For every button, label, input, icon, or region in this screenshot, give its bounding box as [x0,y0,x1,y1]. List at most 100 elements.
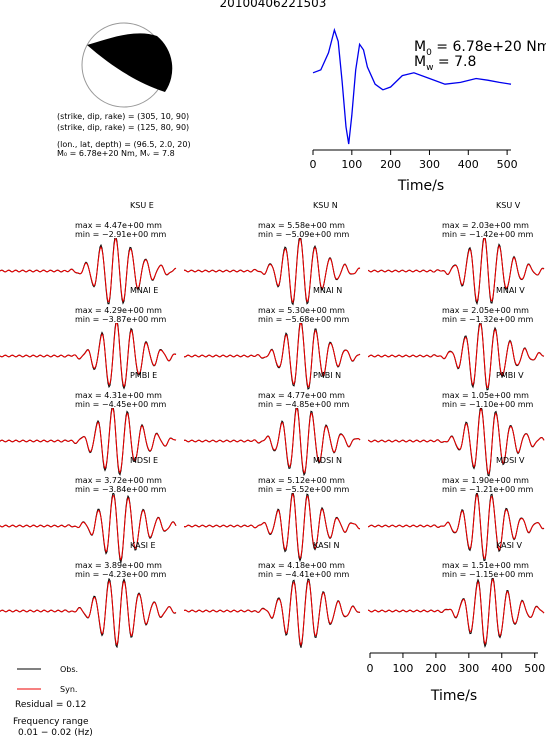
bottom-tick-label: 200 [425,662,446,675]
min-amplitude-ksu-v: min = −1.42e+00 mm [442,230,534,239]
observed-trace-kasi-v [368,578,545,648]
waveform-pmbi-e [0,408,177,476]
station-label-mnai-v: MNAI V [496,286,525,295]
synthetic-trace-pmbi-n [184,408,361,474]
waveform-ksu-v [368,238,545,306]
max-amplitude-mdsi-v: max = 1.90e+00 mm [442,476,529,485]
synthetic-trace-pmbi-v [368,408,545,475]
max-amplitude-pmbi-v: max = 1.05e+00 mm [442,391,529,400]
legend [17,668,41,690]
min-amplitude-kasi-v: min = −1.15e+00 mm [442,570,534,579]
station-label-mdsi-e: MDSI E [130,456,159,465]
synthetic-trace-kasi-e [0,580,177,647]
max-amplitude-mnai-v: max = 2.05e+00 mm [442,306,529,315]
min-amplitude-kasi-e: min = −4.23e+00 mm [75,570,167,579]
bottom-x-label: Time/s [430,688,477,704]
waveform-mnai-n [184,323,361,390]
stf-x-ticks: 0 100 200 300 400 500 [310,150,518,171]
station-label-pmbi-e: PMBI E [130,371,158,380]
bottom-tick-label: 100 [392,662,413,675]
station-label-ksu-v: KSU V [496,201,521,210]
synthetic-trace-mdsi-n [184,493,360,560]
min-amplitude-mdsi-n: min = −5.52e+00 mm [258,485,350,494]
max-amplitude-ksu-v: max = 2.03e+00 mm [442,221,529,230]
synthetic-trace-kasi-v [368,578,545,646]
stf-tick-label: 200 [380,158,401,171]
min-amplitude-mdsi-e: min = −3.84e+00 mm [75,485,167,494]
m0-subscript: 0 [426,47,432,58]
max-amplitude-mnai-n: max = 5.30e+00 mm [258,306,345,315]
station-label-mnai-n: MNAI N [313,286,343,295]
max-amplitude-kasi-v: max = 1.51e+00 mm [442,561,529,570]
residual-text: Residual = 0.12 [15,700,87,710]
observed-trace-kasi-n [184,578,361,648]
max-amplitude-kasi-e: max = 3.89e+00 mm [75,561,162,570]
waveform-ksu-e [0,238,177,305]
synthetic-trace-pmbi-e [0,408,177,474]
min-amplitude-mdsi-v: min = −1.21e+00 mm [442,485,534,494]
min-amplitude-mnai-n: min = −5.68e+00 mm [258,315,350,324]
stf-m0-text: M0 = 6.78e+20 Nm [414,40,546,61]
frequency-range-label: Frequency range [13,717,89,727]
focal-line-4: M₀ = 6.78e+20 Nm, Mᵥ = 7.8 [57,149,175,158]
synthetic-trace-ksu-n [184,238,361,304]
station-label-mdsi-v: MDSI V [496,456,525,465]
min-amplitude-mnai-e: min = −3.87e+00 mm [75,315,167,324]
waveform-mdsi-n [184,493,361,563]
min-amplitude-pmbi-n: min = −4.85e+00 mm [258,400,350,409]
stf-x-label: Time/s [397,178,444,194]
station-label-pmbi-v: PMBI V [496,371,524,380]
min-amplitude-mnai-v: min = −1.32e+00 mm [442,315,534,324]
stf-tick-label: 0 [310,158,317,171]
min-amplitude-pmbi-v: min = −1.10e+00 mm [442,400,534,409]
frequency-range-value: 0.01 − 0.02 (Hz) [18,728,93,738]
min-amplitude-ksu-e: min = −2.91e+00 mm [75,230,167,239]
station-label-mdsi-n: MDSI N [313,456,343,465]
station-label-mnai-e: MNAI E [130,286,159,295]
station-label-kasi-v: KASI V [496,541,523,550]
station-label-kasi-n: KASI N [313,541,340,550]
source-time-function-plot: 0 100 200 300 400 500 Time/s [310,27,518,194]
mw-subscript: w [426,62,434,73]
waveform-pmbi-n [184,408,361,477]
synthetic-trace-mnai-n [184,323,361,388]
focal-line-3: (lon., lat, depth) = (96.5, 2.0, 20) [57,140,191,149]
stf-tick-label: 500 [497,158,518,171]
max-amplitude-mnai-e: max = 4.29e+00 mm [75,306,162,315]
waveform-mdsi-v [368,493,545,562]
synthetic-trace-ksu-v [368,238,545,303]
bottom-tick-label: 400 [491,662,512,675]
max-amplitude-pmbi-n: max = 4.77e+00 mm [258,391,345,400]
mw-symbol: M [414,54,427,70]
waveform-mnai-e [0,323,177,390]
waveform-pmbi-v [368,408,545,477]
focal-line-2: (strike, dip, rake) = (125, 80, 90) [57,123,190,132]
waveform-kasi-e [0,578,177,648]
focal-line-1: (strike, dip, rake) = (305, 10, 90) [57,112,190,121]
waveform-kasi-v [368,578,545,648]
waveform-mnai-v [368,323,545,391]
synthetic-trace-mnai-v [368,323,545,389]
max-amplitude-ksu-e: max = 4.47e+00 mm [75,221,162,230]
station-label-pmbi-n: PMBI N [313,371,342,380]
stf-tick-label: 300 [419,158,440,171]
waveform-kasi-n [184,578,361,648]
m0-value: = 6.78e+20 Nm [431,39,546,55]
max-amplitude-mdsi-n: max = 5.12e+00 mm [258,476,345,485]
focal-mechanism-beachball [81,22,173,108]
waveform-mdsi-e [0,493,177,563]
max-amplitude-kasi-n: max = 4.18e+00 mm [258,561,345,570]
synthetic-trace-kasi-n [184,580,361,647]
min-amplitude-kasi-n: min = −4.41e+00 mm [258,570,350,579]
mw-value: = 7.8 [433,54,477,70]
stf-tick-label: 400 [458,158,479,171]
bottom-tick-label: 0 [367,662,374,675]
stf-series-line [312,27,512,145]
synthetic-trace-ksu-e [0,238,177,303]
max-amplitude-ksu-n: max = 5.58e+00 mm [258,221,345,230]
min-amplitude-pmbi-e: min = −4.45e+00 mm [75,400,167,409]
stf-mw-text: Mw = 7.8 [414,55,476,76]
synthetic-trace-mdsi-e [0,494,177,561]
m0-symbol: M [414,39,427,55]
station-label-ksu-n: KSU N [313,201,338,210]
